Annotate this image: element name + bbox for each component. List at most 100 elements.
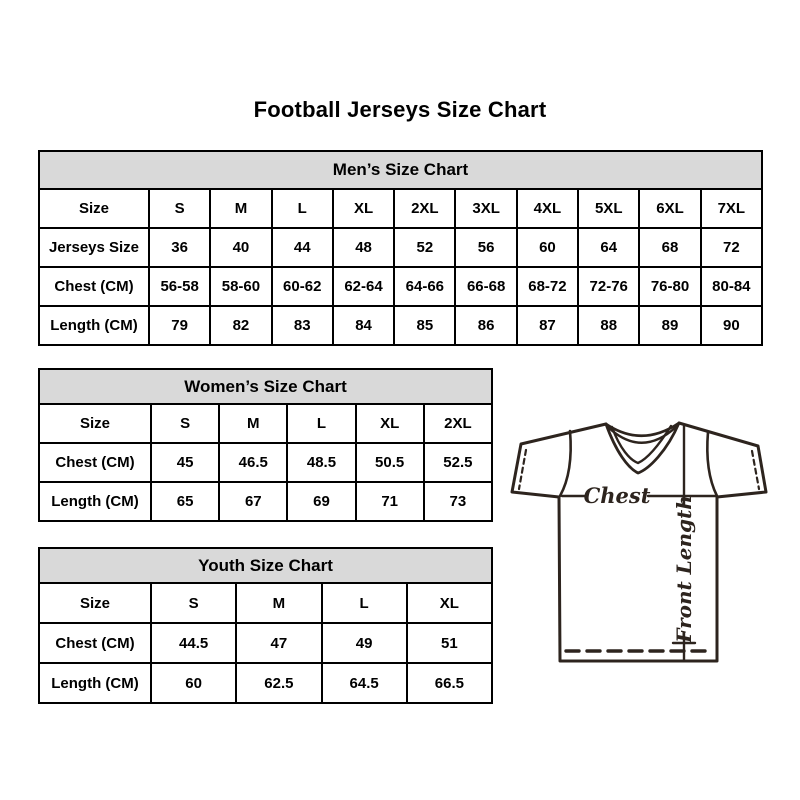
value-cell: 90 (699, 305, 764, 346)
value-cell: S (147, 188, 212, 229)
table-row: Size S M L XL 2XL (38, 403, 494, 444)
table-row: Chest (CM) 44.5 47 49 51 (38, 622, 494, 664)
value-cell: 48.5 (286, 442, 357, 483)
value-cell: 56 (454, 227, 518, 268)
value-cell: 52 (393, 227, 457, 268)
value-cell: 88 (577, 305, 641, 346)
value-cell: 76-80 (638, 266, 702, 307)
value-cell: 83 (270, 305, 334, 346)
value-cell: 62.5 (235, 662, 323, 704)
value-cell: 44 (270, 227, 334, 268)
value-cell: 7XL (699, 188, 764, 229)
mens-table-title: Men’s Size Chart (38, 150, 763, 190)
row-label-cell: Chest (CM) (38, 266, 150, 307)
value-cell: 84 (331, 305, 396, 346)
value-cell: 68-72 (515, 266, 580, 307)
table-header-row: Men’s Size Chart (38, 150, 763, 190)
value-cell: 79 (147, 305, 212, 346)
mens-size-table: Men’s Size Chart Size S M L XL 2XL 3XL 4XL 5XL 6X… (38, 150, 764, 346)
value-cell: 66-68 (454, 266, 518, 307)
table-header-row: Youth Size Chart (38, 547, 493, 584)
table-row: Jerseys Size 36 40 44 48 52 56 60 64 68 72 (38, 227, 764, 268)
youth-table-title: Youth Size Chart (38, 547, 493, 584)
row-label-cell: Length (CM) (38, 305, 150, 346)
table-header-row: Women’s Size Chart (38, 368, 493, 405)
value-cell: L (320, 582, 408, 624)
right-cuff-dashed-line (750, 449, 761, 491)
womens-table-title: Women’s Size Chart (38, 368, 493, 405)
value-cell: 62-64 (331, 266, 396, 307)
value-cell: 3XL (454, 188, 518, 229)
value-cell: 82 (209, 305, 273, 346)
value-cell: 4XL (515, 188, 580, 229)
left-armhole-seam (558, 429, 572, 498)
value-cell: XL (331, 188, 396, 229)
row-label-cell: Size (38, 188, 150, 229)
value-cell: L (270, 188, 334, 229)
womens-size-table: Women’s Size Chart Size S M L XL 2XL Chest (CM… (38, 368, 494, 522)
vneck-outer (604, 421, 681, 475)
value-cell: 64 (577, 227, 641, 268)
value-cell: 89 (638, 305, 702, 346)
value-cell: 2XL (422, 403, 494, 444)
value-cell: 49 (320, 622, 408, 664)
chest-label: Chest (584, 483, 651, 508)
value-cell: 36 (147, 227, 212, 268)
value-cell: 46.5 (218, 442, 289, 483)
front-length-label: Front Length (672, 495, 696, 644)
table-row: Chest (CM) 45 46.5 48.5 50.5 52.5 (38, 442, 494, 483)
value-cell: 40 (209, 227, 273, 268)
right-armhole-seam (705, 430, 719, 498)
value-cell: 6XL (638, 188, 702, 229)
value-cell: 56-58 (147, 266, 212, 307)
value-cell: 5XL (577, 188, 641, 229)
value-cell: L (286, 403, 357, 444)
value-cell: M (218, 403, 289, 444)
value-cell: 45 (149, 442, 221, 483)
value-cell: 66.5 (405, 662, 494, 704)
value-cell: 52.5 (422, 442, 494, 483)
value-cell: 67 (218, 481, 289, 522)
vneck-inner (610, 424, 673, 465)
value-cell: XL (405, 582, 494, 624)
table-row: Length (CM) 79 82 83 84 85 86 87 88 89 90 (38, 305, 764, 346)
value-cell: 65 (149, 481, 221, 522)
left-cuff-dashed-line (517, 448, 528, 491)
value-cell: 68 (638, 227, 702, 268)
table-row: Size S M L XL 2XL 3XL 4XL 5XL 6XL 7XL (38, 188, 764, 229)
value-cell: 60 (149, 662, 238, 704)
value-cell: 51 (405, 622, 494, 664)
value-cell: 47 (235, 622, 323, 664)
value-cell: 85 (393, 305, 457, 346)
row-label-cell: Size (38, 582, 152, 624)
value-cell: 72-76 (577, 266, 641, 307)
value-cell: 72 (699, 227, 764, 268)
value-cell: 64-66 (393, 266, 457, 307)
value-cell: 71 (354, 481, 425, 522)
value-cell: XL (354, 403, 425, 444)
jersey-measurement-diagram: Chest Front Length (510, 421, 768, 663)
value-cell: 64.5 (320, 662, 408, 704)
value-cell: 86 (454, 305, 518, 346)
table-row: Chest (CM) 56-58 58-60 60-62 62-64 64-66 66-68… (38, 266, 764, 307)
value-cell: 69 (286, 481, 357, 522)
value-cell: 60-62 (270, 266, 334, 307)
value-cell: 2XL (393, 188, 457, 229)
value-cell: S (149, 403, 221, 444)
row-label-cell: Chest (CM) (38, 622, 152, 664)
value-cell: 44.5 (149, 622, 238, 664)
value-cell: 50.5 (354, 442, 425, 483)
table-row: Length (CM) 60 62.5 64.5 66.5 (38, 662, 494, 704)
value-cell: 60 (515, 227, 580, 268)
value-cell: M (235, 582, 323, 624)
row-label-cell: Jerseys Size (38, 227, 150, 268)
value-cell: M (209, 188, 273, 229)
value-cell: 80-84 (699, 266, 764, 307)
value-cell: 73 (422, 481, 494, 522)
value-cell: 87 (515, 305, 580, 346)
page-title: Football Jerseys Size Chart (253, 97, 547, 122)
table-row: Size S M L XL (38, 582, 494, 624)
jersey-outline (510, 421, 768, 663)
value-cell: 58-60 (209, 266, 273, 307)
